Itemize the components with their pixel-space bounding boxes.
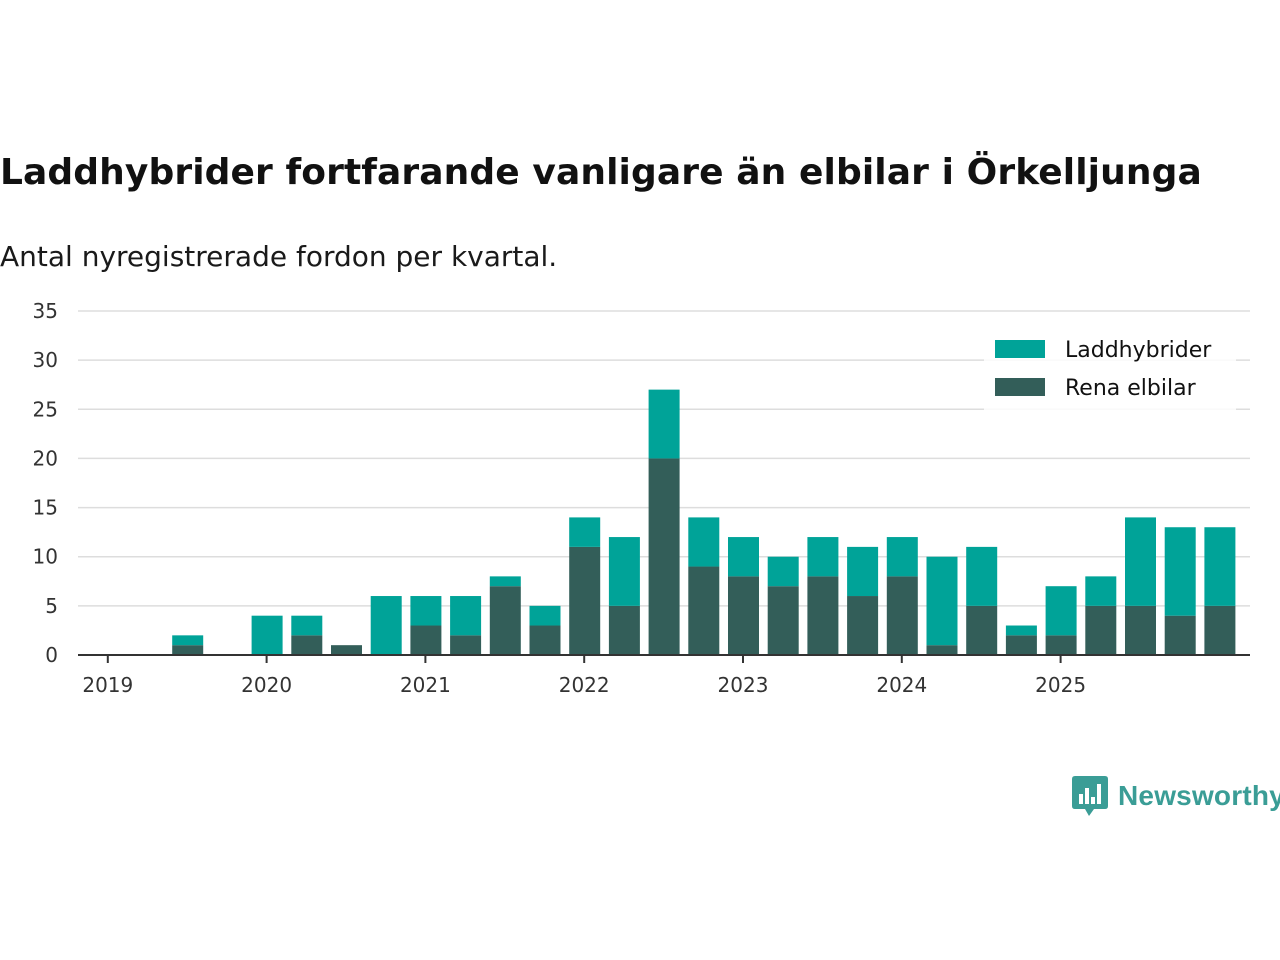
bar-rena-elbilar (966, 605, 998, 655)
bar-rena-elbilar (767, 586, 799, 655)
bar-laddhybrider (886, 537, 918, 577)
bar-rena-elbilar (489, 586, 521, 655)
bar-rena-elbilar (886, 576, 918, 655)
bar-rena-elbilar (1204, 605, 1236, 655)
bar-laddhybrider (966, 546, 998, 606)
bar-laddhybrider (728, 537, 759, 577)
x-tick-label: 2024 (876, 673, 927, 697)
bar-rena-elbilar (1005, 635, 1037, 655)
x-tick-label: 2023 (718, 673, 769, 697)
bar-laddhybrider (489, 576, 521, 587)
bar-laddhybrider (1005, 625, 1037, 636)
bar-laddhybrider (1045, 586, 1077, 636)
y-tick-label: 35 (33, 299, 58, 323)
legend-swatch (995, 378, 1045, 396)
bar-rena-elbilar (728, 576, 759, 655)
bar-laddhybrider (370, 596, 402, 655)
x-tick-label: 2020 (241, 673, 292, 697)
bar-laddhybrider (926, 556, 958, 646)
y-tick-label: 20 (33, 446, 58, 470)
bar-rena-elbilar (648, 458, 680, 655)
bar-rena-elbilar (569, 546, 601, 655)
brand-logo: Newsworthy (1072, 776, 1280, 816)
bar-rena-elbilar (1085, 605, 1117, 655)
bar-laddhybrider (410, 596, 442, 626)
bar-laddhybrider (608, 537, 640, 606)
bar-rena-elbilar (847, 596, 879, 655)
bar-laddhybrider (688, 517, 720, 567)
brand-name: Newsworthy (1118, 780, 1280, 811)
bar-laddhybrider (450, 596, 482, 636)
bar-laddhybrider (291, 615, 323, 636)
chart-subtitle: Antal nyregistrerade fordon per kvartal. (0, 240, 558, 273)
bar-laddhybrider (1204, 527, 1236, 606)
bar-laddhybrider (1085, 576, 1117, 606)
bar-rena-elbilar (450, 635, 482, 655)
legend-label: Laddhybrider (1065, 338, 1212, 363)
bar-rena-elbilar (1045, 635, 1077, 655)
bar-rena-elbilar (926, 645, 958, 655)
y-tick-label: 0 (45, 643, 58, 667)
bar-laddhybrider (767, 556, 799, 587)
bar-laddhybrider (529, 605, 561, 626)
y-tick-label: 10 (33, 545, 58, 569)
bar-rena-elbilar (1164, 615, 1196, 655)
bar-laddhybrider (172, 635, 204, 646)
y-tick-label: 25 (33, 397, 58, 421)
bar-laddhybrider (1125, 517, 1156, 606)
newsworthy-logo-icon (1072, 776, 1108, 816)
bar-rena-elbilar (172, 645, 204, 655)
bar-laddhybrider (648, 389, 680, 459)
bar-rena-elbilar (331, 645, 362, 655)
x-tick-label: 2025 (1035, 673, 1086, 697)
x-tick-label: 2021 (400, 673, 451, 697)
bar-laddhybrider (569, 517, 601, 547)
bar-rena-elbilar (1125, 605, 1156, 655)
y-tick-label: 15 (33, 496, 58, 520)
bar-laddhybrider (807, 537, 839, 577)
bar-laddhybrider (1164, 527, 1196, 616)
x-tick-label: 2022 (559, 673, 610, 697)
bar-laddhybrider (847, 546, 879, 597)
bar-rena-elbilar (410, 625, 442, 655)
x-tick-label: 2019 (82, 673, 133, 697)
bar-rena-elbilar (807, 576, 839, 655)
bar-rena-elbilar (608, 605, 640, 655)
y-tick-label: 30 (33, 348, 58, 372)
legend-swatch (995, 340, 1045, 358)
bar-rena-elbilar (291, 635, 323, 655)
bar-rena-elbilar (688, 566, 720, 655)
y-tick-label: 5 (45, 594, 58, 618)
bar-rena-elbilar (529, 625, 561, 655)
chart-title: Laddhybrider fortfarande vanligare än el… (0, 152, 1202, 193)
legend-label: Rena elbilar (1065, 376, 1197, 401)
bar-laddhybrider (251, 615, 283, 655)
